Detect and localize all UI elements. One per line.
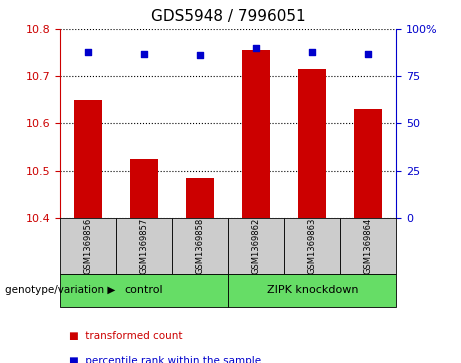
Text: GSM1369862: GSM1369862 [252,218,261,274]
Title: GDS5948 / 7996051: GDS5948 / 7996051 [151,9,306,24]
Bar [340,218,396,274]
Bar [228,218,284,274]
Bar [228,274,396,307]
Text: GSM1369858: GSM1369858 [195,218,205,274]
Point [253,45,260,51]
Text: GSM1369856: GSM1369856 [83,218,93,274]
Text: genotype/variation ▶: genotype/variation ▶ [5,285,115,295]
Text: GSM1369863: GSM1369863 [308,218,317,274]
Bar [60,274,228,307]
Point [309,49,316,54]
Point [196,53,204,58]
Bar [74,100,102,218]
Point [365,51,372,57]
Bar [172,218,228,274]
Text: ZIPK knockdown: ZIPK knockdown [266,285,358,295]
Bar [355,109,383,218]
Bar [130,159,158,218]
Text: GSM1369864: GSM1369864 [364,218,373,274]
Text: GSM1369857: GSM1369857 [140,218,148,274]
Bar [116,218,172,274]
Bar [60,218,116,274]
Text: control: control [125,285,163,295]
Bar [298,69,326,218]
Bar [284,218,340,274]
Point [140,51,148,57]
Point [84,49,92,54]
Bar [186,178,214,218]
Bar [242,50,270,218]
Text: ■  transformed count: ■ transformed count [69,331,183,341]
Text: ■  percentile rank within the sample: ■ percentile rank within the sample [69,356,261,363]
